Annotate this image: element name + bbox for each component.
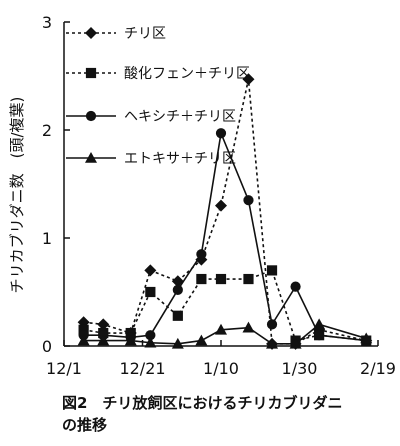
legend-label: エトキサ＋チリ区 bbox=[124, 151, 236, 167]
data-point bbox=[313, 318, 326, 330]
data-point bbox=[290, 281, 301, 292]
data-point bbox=[266, 337, 279, 349]
data-point bbox=[243, 195, 254, 206]
data-point bbox=[78, 324, 89, 335]
y-tick-label: 3 bbox=[42, 13, 52, 32]
series-layer bbox=[77, 73, 373, 350]
data-point bbox=[215, 273, 227, 285]
y-tick-label: 0 bbox=[42, 337, 52, 356]
series-line bbox=[83, 323, 367, 345]
series-4 bbox=[77, 318, 373, 349]
caption-line-1: 図2 チリ放飼区におけるチリカブリダニ bbox=[62, 394, 343, 412]
data-point bbox=[360, 332, 373, 344]
legend-entry-3: ヘキシチ＋チリ区 bbox=[66, 109, 236, 125]
y-tick-label: 2 bbox=[42, 121, 52, 140]
data-point bbox=[77, 334, 90, 346]
y-tick-label: 1 bbox=[42, 229, 52, 248]
data-point bbox=[242, 73, 255, 86]
data-point bbox=[266, 265, 278, 276]
figure-caption: 図2 チリ放飼区におけるチリカブリダニ の推移 bbox=[62, 392, 392, 436]
legend-entry-1: チリ区 bbox=[66, 26, 166, 42]
data-point bbox=[144, 264, 157, 277]
chart: 0 1 2 3 12/1 12/21 1/10 1/30 2/19 チリ区酸化フェン＋チリ区ヘキ… bbox=[8, 13, 396, 378]
data-point bbox=[215, 323, 227, 335]
axes: 0 1 2 3 12/1 12/21 1/10 1/30 2/19 bbox=[42, 13, 396, 378]
y-axis-label: チリカブリダニ数 (頭/複葉) bbox=[8, 97, 26, 294]
legend-marker bbox=[85, 67, 97, 79]
legend-entry-2: 酸化フェン＋チリ区 bbox=[66, 66, 250, 82]
data-point bbox=[97, 334, 110, 346]
data-point bbox=[196, 273, 207, 285]
legend-entry-4: エトキサ＋チリ区 bbox=[66, 151, 236, 167]
data-point bbox=[171, 337, 184, 349]
x-tick-label: 1/10 bbox=[203, 359, 239, 378]
data-point bbox=[145, 330, 156, 341]
legend-marker bbox=[85, 110, 97, 122]
data-point bbox=[196, 249, 207, 260]
legend-marker bbox=[85, 152, 97, 163]
data-point bbox=[314, 330, 325, 341]
data-point bbox=[195, 334, 208, 346]
data-point bbox=[172, 310, 183, 321]
x-tick-label: 12/1 bbox=[46, 359, 82, 378]
x-tick-label: 2/19 bbox=[360, 359, 396, 378]
data-point bbox=[97, 318, 110, 331]
legend-label: ヘキシチ＋チリ区 bbox=[124, 109, 236, 125]
data-point bbox=[243, 273, 254, 285]
x-tick-label: 1/30 bbox=[282, 359, 318, 378]
data-point bbox=[215, 128, 227, 139]
data-point bbox=[242, 321, 255, 333]
data-point bbox=[172, 284, 183, 295]
data-point bbox=[215, 199, 227, 212]
legend-label: チリ区 bbox=[124, 26, 166, 42]
data-point bbox=[145, 286, 156, 298]
legend-label: 酸化フェン＋チリ区 bbox=[124, 66, 250, 82]
legend-marker bbox=[85, 27, 97, 39]
data-point bbox=[266, 319, 278, 330]
x-tick-label: 12/21 bbox=[119, 359, 165, 378]
data-point bbox=[144, 336, 157, 348]
caption-line-2: の推移 bbox=[62, 416, 108, 434]
data-point bbox=[124, 334, 137, 346]
data-point bbox=[289, 337, 302, 349]
